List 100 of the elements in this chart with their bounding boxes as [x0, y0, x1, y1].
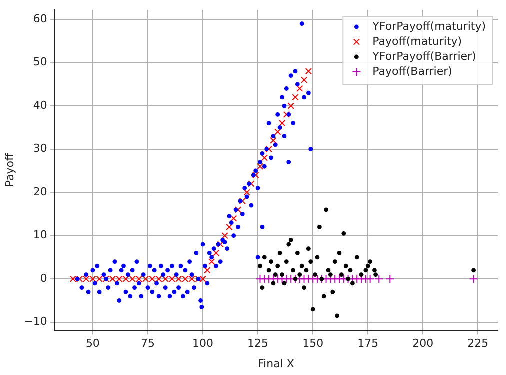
y-tick-label: 0 — [40, 272, 48, 285]
point — [270, 137, 277, 144]
x-tick-label: 175 — [358, 337, 379, 350]
point — [340, 272, 344, 277]
x-tick-label: 150 — [302, 337, 324, 350]
point — [168, 276, 176, 282]
point — [342, 231, 346, 236]
point — [76, 276, 84, 282]
point — [344, 264, 348, 268]
point — [273, 272, 278, 277]
legend-label: YForPayoff(Barrier) — [372, 50, 476, 63]
point — [175, 276, 182, 282]
point — [346, 276, 351, 282]
x-tick-label: 75 — [140, 337, 155, 350]
point — [288, 102, 294, 110]
legend-label: Payoff(maturity) — [372, 34, 462, 48]
point — [315, 255, 320, 260]
point — [282, 281, 287, 286]
point — [269, 260, 274, 264]
point — [472, 268, 476, 273]
point — [258, 264, 262, 268]
point — [366, 264, 370, 268]
point — [260, 286, 265, 290]
point — [350, 281, 355, 286]
point — [96, 276, 103, 282]
point — [348, 268, 353, 273]
point — [364, 268, 368, 273]
point — [280, 272, 284, 277]
point — [288, 238, 294, 242]
point — [296, 85, 304, 92]
point — [302, 286, 306, 290]
point — [469, 274, 478, 284]
legend-label: Payoff(Barrier) — [372, 64, 452, 78]
point — [326, 268, 331, 273]
point — [300, 264, 304, 268]
point — [337, 250, 342, 256]
point — [136, 276, 142, 282]
y-tick-label: 50 — [33, 56, 48, 69]
point — [239, 198, 246, 205]
point — [374, 272, 378, 277]
point — [366, 274, 375, 284]
y-tick-label: 60 — [33, 12, 48, 26]
point — [248, 180, 255, 188]
legend-label: YForPayoff(maturity) — [372, 20, 486, 33]
point — [70, 276, 76, 282]
point — [208, 258, 216, 266]
point — [306, 246, 311, 252]
point — [217, 241, 224, 248]
point — [244, 189, 250, 196]
point — [162, 276, 169, 282]
point — [222, 232, 228, 240]
point — [328, 272, 333, 277]
point — [359, 272, 364, 277]
x-tick-label: 125 — [248, 337, 269, 350]
y-tick-label: −10 — [24, 315, 48, 328]
point — [182, 276, 189, 282]
point — [274, 128, 282, 136]
point — [156, 276, 162, 282]
point — [234, 206, 242, 214]
point — [122, 276, 130, 282]
point — [374, 274, 384, 284]
point — [313, 272, 318, 277]
x-tick-label: 225 — [468, 337, 489, 350]
point — [354, 255, 360, 260]
point — [286, 242, 292, 247]
point — [278, 250, 282, 256]
point — [252, 172, 260, 179]
point — [317, 224, 322, 230]
point — [335, 314, 340, 318]
point — [129, 276, 136, 282]
point — [320, 276, 324, 282]
point — [291, 268, 296, 273]
point — [226, 224, 233, 231]
point — [386, 274, 395, 284]
point — [276, 264, 280, 268]
point — [292, 94, 299, 101]
point — [266, 146, 272, 153]
point — [324, 208, 328, 212]
y-axis-title: Payoff — [3, 153, 16, 188]
point — [304, 268, 309, 273]
point — [262, 255, 267, 260]
x-tick-label: 50 — [86, 337, 100, 350]
x-axis-title: Final X — [258, 357, 295, 370]
point — [188, 276, 196, 282]
point — [271, 281, 276, 286]
point — [149, 276, 156, 282]
point — [200, 276, 206, 282]
point — [90, 276, 96, 282]
x-tick-label: 100 — [192, 337, 214, 350]
point — [308, 260, 314, 264]
point — [322, 294, 326, 299]
point — [261, 154, 268, 162]
point — [332, 260, 338, 264]
point — [372, 268, 377, 273]
point — [330, 290, 336, 294]
point — [293, 276, 298, 282]
x-tick-label: 200 — [412, 337, 434, 350]
point — [283, 111, 290, 118]
point — [256, 163, 264, 170]
y-tick-label: 40 — [33, 98, 48, 112]
